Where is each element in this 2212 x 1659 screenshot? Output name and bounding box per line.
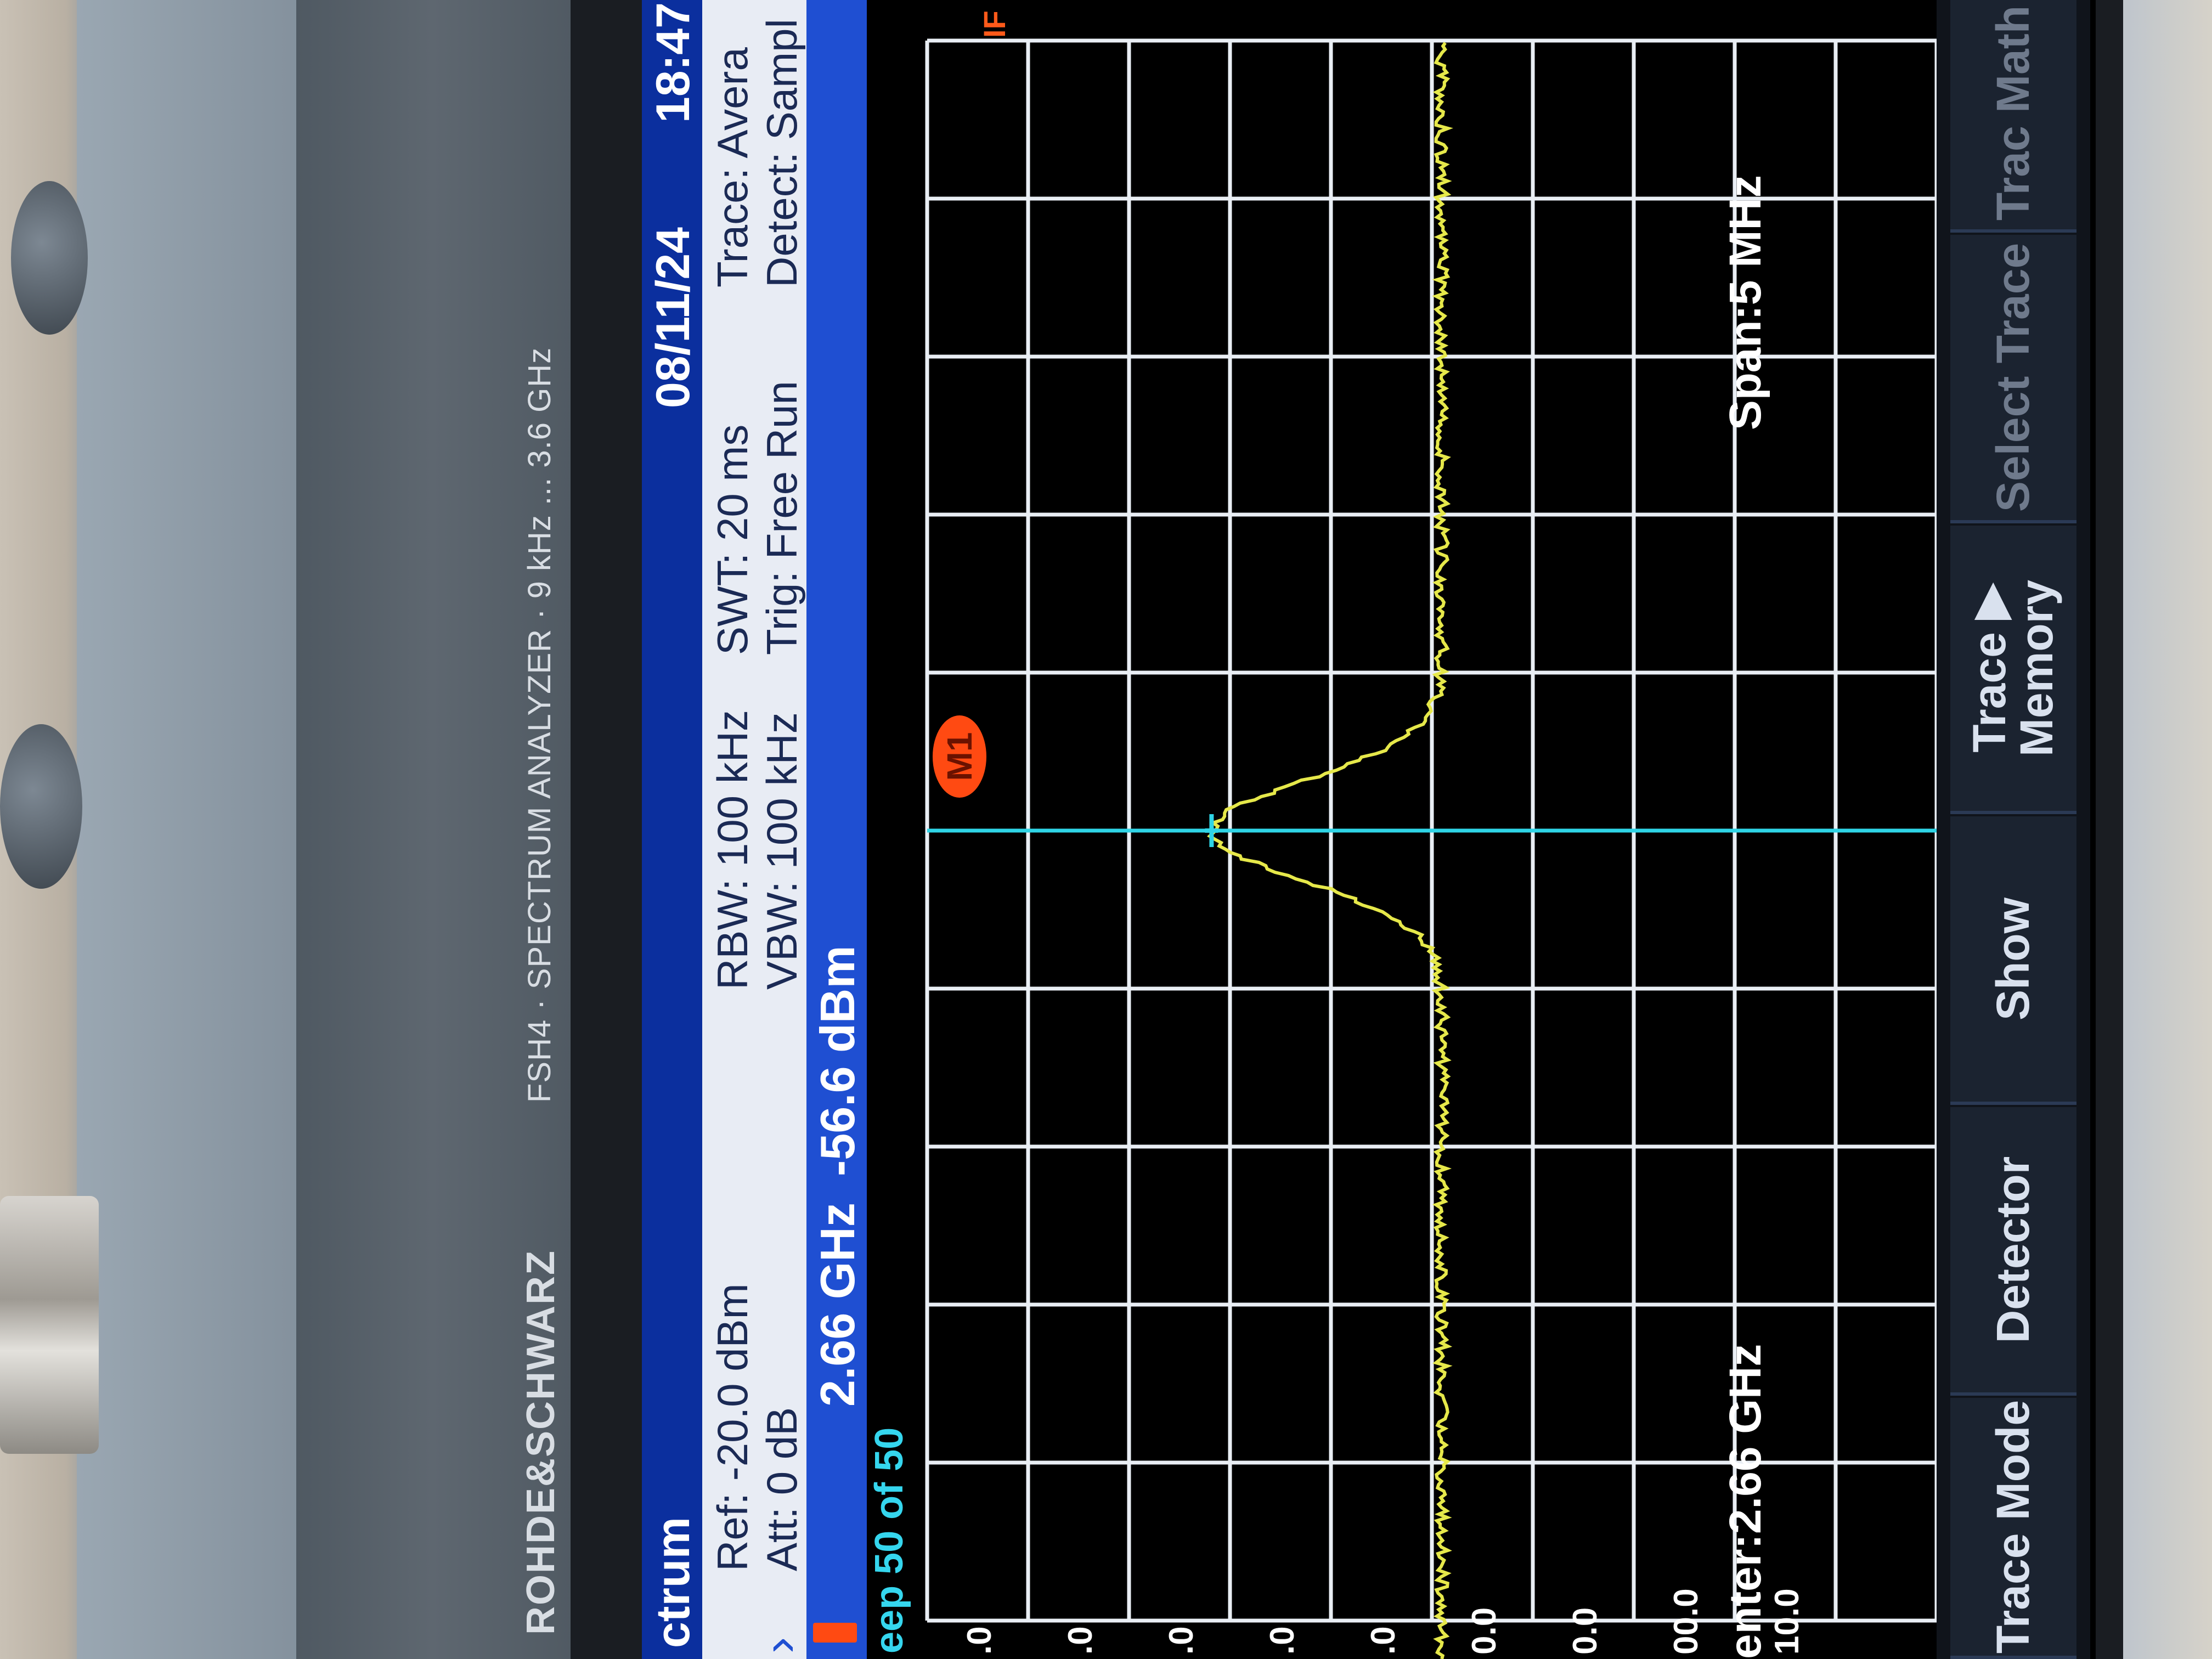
trigger: Trig: Free Run: [758, 381, 806, 655]
y-tick-label: 0.0: [1465, 1607, 1503, 1655]
y-tick-label: .0: [1364, 1626, 1402, 1655]
marker-frequency: 2.66 GHz: [810, 1203, 865, 1407]
rubber-bumper: [11, 181, 88, 335]
sweep-count: eep 50 of 50: [867, 1427, 911, 1654]
analyzer-display: ctrum 08/11/24 18:47 Ref: -20.0 dBm Att:…: [642, 0, 2096, 1659]
expand-arrow-icon[interactable]: ›: [752, 1637, 807, 1654]
trace-mode-readout: Trace: Avera: [708, 47, 757, 287]
span[interactable]: Span:5 MHz: [1720, 175, 1770, 430]
softkey-trace-mode[interactable]: Trace Mode: [1950, 1398, 2076, 1659]
softkey-trace-memory[interactable]: Trace ▶ Memory: [1950, 526, 2076, 814]
center-frequency[interactable]: enter:2.66 GHz: [1720, 1344, 1770, 1659]
y-tick-label: .0: [1163, 1626, 1200, 1655]
attenuation: Att: 0 dB: [758, 1407, 806, 1571]
date-label: 08/11/24: [647, 227, 699, 408]
y-tick-label: 00.0: [1667, 1588, 1705, 1655]
y-tick-label: 0.0: [1566, 1607, 1604, 1655]
vbw: VBW: 100 kHz: [758, 712, 806, 990]
spectrum-graph: [925, 38, 1937, 1659]
time-label: 18:47: [647, 2, 699, 123]
settings-panel: Ref: -20.0 dBm Att: 0 dB RBW: 100 kHz VB…: [702, 0, 807, 1659]
softkey-detector[interactable]: Detector: [1950, 1107, 2076, 1396]
marker-readout-bar: 2.66 GHz -56.6 dBm: [806, 0, 867, 1659]
y-tick-label: .0: [1263, 1626, 1301, 1655]
sweep-time: SWT: 20 ms: [708, 424, 757, 655]
ref-level: Ref: -20.0 dBm: [708, 1283, 757, 1571]
softkey-select-trace[interactable]: Select Trace: [1950, 235, 2076, 523]
marker-level: -56.6 dBm: [810, 945, 865, 1176]
if-overload-indicator: IF: [977, 10, 1012, 38]
input-port-cap: [0, 724, 82, 889]
y-tick-label: 10.0: [1768, 1588, 1806, 1655]
rbw: RBW: 100 kHz: [708, 709, 757, 990]
detector-readout: Detect: Sampl: [758, 19, 806, 287]
brand-logo: ROHDE&SCHWARZ: [519, 1250, 563, 1635]
title-bar: ctrum 08/11/24 18:47: [642, 0, 702, 1659]
mode-title: ctrum: [647, 1517, 699, 1648]
softkey-trace-math[interactable]: Trac Math: [1950, 0, 2076, 233]
rf-connector: [0, 1196, 99, 1454]
softkey-show[interactable]: Show: [1950, 816, 2076, 1105]
marker-indicator-icon: [813, 1623, 857, 1643]
spectrum-plot[interactable]: eep 50 of 50 IF M1 .0 .0 .0 .0 .0 0.0 0.0 00.0 1…: [867, 0, 2096, 1659]
y-tick-label: .0: [961, 1626, 998, 1655]
marker-m1-badge[interactable]: M1: [933, 715, 986, 798]
y-tick-label: .0: [1062, 1626, 1099, 1655]
model-label: FSH4 · SPECTRUM ANALYZER · 9 kHz ... 3.6…: [522, 347, 557, 1103]
spectrum-trace: [1207, 42, 1453, 1659]
